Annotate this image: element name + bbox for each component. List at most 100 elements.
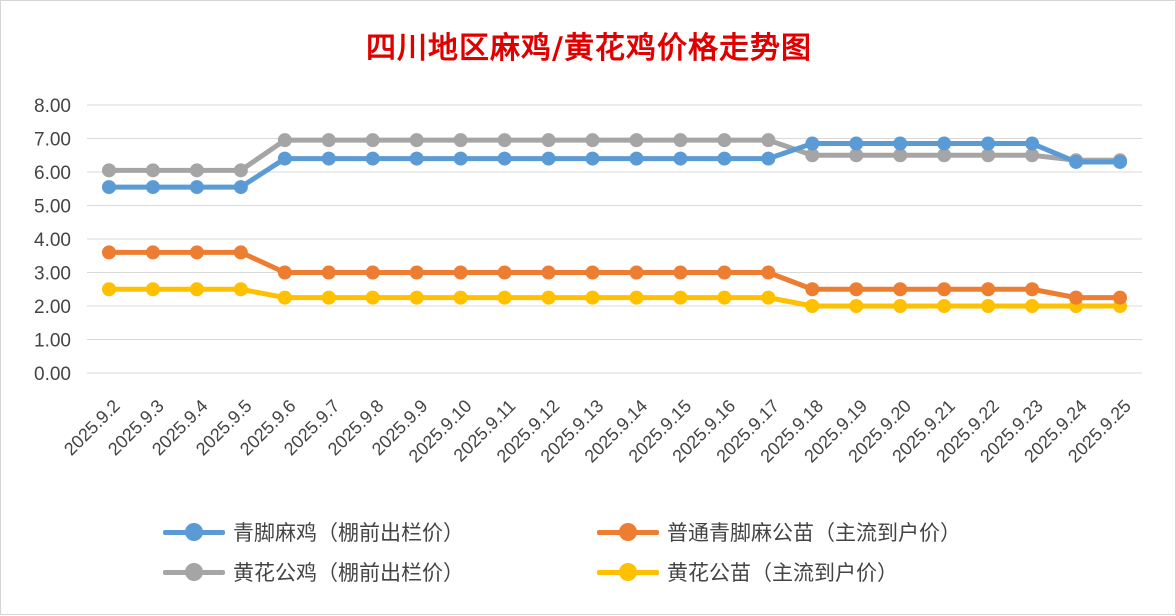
legend-swatch-2 <box>597 517 659 547</box>
series-line-4 <box>106 286 1123 309</box>
series-4 <box>101 282 1128 313</box>
series-2-point-17 <box>849 282 864 297</box>
chart-title: 四川地区麻鸡/黄花鸡价格走势图 <box>366 31 812 66</box>
series-1-point-14 <box>717 151 732 166</box>
legend-label-2: 普通青脚麻公苗（主流到户价） <box>667 521 961 545</box>
series-2-point-10 <box>541 265 556 280</box>
series-1-point-21 <box>1025 136 1040 151</box>
legend-marker-3 <box>185 563 203 581</box>
series-2-point-0 <box>101 245 116 260</box>
series-1-point-20 <box>981 136 996 151</box>
y-tick-label-6: 6.00 <box>34 163 71 184</box>
series-1-point-13 <box>673 151 688 166</box>
series-1-point-9 <box>497 151 512 166</box>
series-2-point-21 <box>1025 282 1040 297</box>
series-4-point-7 <box>409 290 424 305</box>
series-1-point-17 <box>849 136 864 151</box>
series-1-point-6 <box>365 151 380 166</box>
series-3-point-17 <box>849 148 864 163</box>
series-2-point-11 <box>585 265 600 280</box>
series-1-point-1 <box>145 180 160 195</box>
series-4-point-14 <box>717 290 732 305</box>
series-2-point-23 <box>1113 290 1128 305</box>
series-2-point-8 <box>453 265 468 280</box>
series-line-3 <box>106 137 1123 173</box>
series-line-2 <box>106 249 1123 301</box>
grid-lines <box>87 104 1142 374</box>
series-4-point-18 <box>893 299 908 313</box>
series-3-point-0 <box>101 163 116 178</box>
series-2-point-12 <box>629 265 644 280</box>
series-lines <box>101 133 1128 313</box>
y-tick-label-8: 8.00 <box>34 96 71 117</box>
legend-label-3: 黄花公鸡（棚前出栏价） <box>233 561 464 585</box>
series-4-point-2 <box>189 282 204 297</box>
series-2-point-15 <box>761 265 776 280</box>
series-2-point-20 <box>981 282 996 297</box>
series-3-point-3 <box>233 163 248 178</box>
series-2-point-6 <box>365 265 380 280</box>
legend-item-1: 青脚麻鸡（棚前出栏价） <box>163 517 464 547</box>
y-tick-label-1: 1.00 <box>34 331 71 352</box>
legend-marker-4 <box>619 563 637 581</box>
series-3-point-10 <box>541 133 556 148</box>
legend-marker-2 <box>619 523 637 541</box>
series-2-point-7 <box>409 265 424 280</box>
series-3-point-20 <box>981 148 996 163</box>
series-2-point-1 <box>145 245 160 260</box>
series-3-point-5 <box>321 133 336 148</box>
series-1-point-5 <box>321 151 336 166</box>
series-2-point-16 <box>805 282 820 297</box>
y-tick-label-2: 2.00 <box>34 297 71 318</box>
series-1-point-7 <box>409 151 424 166</box>
legend-label-1: 青脚麻鸡（棚前出栏价） <box>233 521 464 545</box>
series-1-point-4 <box>277 151 292 166</box>
series-3-point-4 <box>277 133 292 148</box>
series-4-point-4 <box>277 290 292 305</box>
series-3-point-1 <box>145 163 160 178</box>
series-3 <box>101 133 1128 178</box>
series-3-point-11 <box>585 133 600 148</box>
series-3-point-8 <box>453 133 468 148</box>
series-2-point-18 <box>893 282 908 297</box>
legend-item-4: 黄花公苗（主流到户价） <box>597 557 898 587</box>
series-2-point-9 <box>497 265 512 280</box>
x-axis-ticks: 2025.9.22025.9.32025.9.42025.9.52025.9.6… <box>60 396 1135 467</box>
legend-swatch-3 <box>163 557 225 587</box>
legend-swatch-1 <box>163 517 225 547</box>
series-3-point-16 <box>805 148 820 163</box>
series-1-point-15 <box>761 151 776 166</box>
series-2-point-5 <box>321 265 336 280</box>
series-4-point-15 <box>761 290 776 305</box>
series-1-point-11 <box>585 151 600 166</box>
series-4-point-10 <box>541 290 556 305</box>
y-tick-label-4: 4.00 <box>34 230 71 251</box>
series-3-point-12 <box>629 133 644 148</box>
series-4-point-8 <box>453 290 468 305</box>
legend-item-3: 黄花公鸡（棚前出栏价） <box>163 557 464 587</box>
series-1-point-18 <box>893 136 908 151</box>
series-1-point-3 <box>233 180 248 195</box>
series-2-point-2 <box>189 245 204 260</box>
series-4-point-0 <box>101 282 116 297</box>
y-tick-label-0: 0.00 <box>34 364 71 385</box>
legend-marker-1 <box>185 523 203 541</box>
series-2-point-19 <box>937 282 952 297</box>
series-3-point-21 <box>1025 148 1040 163</box>
series-3-point-6 <box>365 133 380 148</box>
series-3-point-9 <box>497 133 512 148</box>
series-4-point-11 <box>585 290 600 305</box>
y-tick-label-7: 7.00 <box>34 130 71 151</box>
series-1-point-8 <box>453 151 468 166</box>
series-4-point-3 <box>233 282 248 297</box>
series-1-point-10 <box>541 151 556 166</box>
series-1-point-0 <box>101 180 116 195</box>
legend-label-4: 黄花公苗（主流到户价） <box>667 561 898 585</box>
series-4-point-17 <box>849 299 864 313</box>
series-3-point-2 <box>189 163 204 178</box>
series-2-point-13 <box>673 265 688 280</box>
legend-swatch-4 <box>597 557 659 587</box>
series-4-point-6 <box>365 290 380 305</box>
series-3-point-7 <box>409 133 424 148</box>
